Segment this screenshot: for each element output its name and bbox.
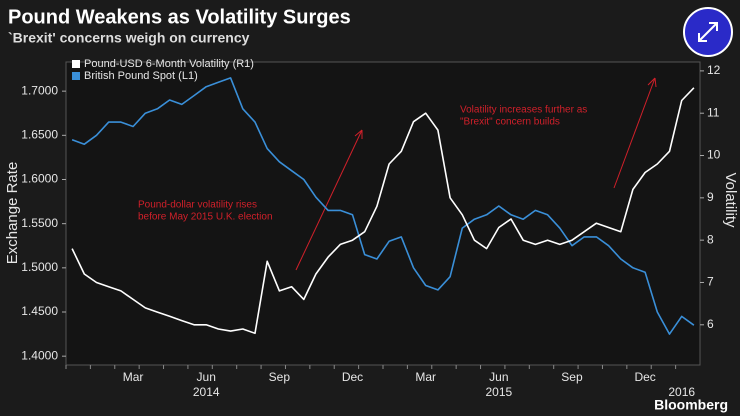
y-tick-label: 1.6000 — [21, 172, 58, 186]
series-line — [71, 77, 695, 335]
legend-swatch — [72, 72, 80, 80]
x-tick-label: Jun — [197, 370, 216, 384]
legend-swatch — [72, 60, 80, 68]
y-tick-label: 1.7000 — [21, 83, 58, 97]
annotation: Pound-dollar volatility rises — [138, 200, 257, 211]
y2-tick-label: 12 — [707, 63, 721, 77]
x-group-label: 2015 — [485, 385, 512, 399]
x-tick-label: Jun — [489, 370, 508, 384]
x-tick-label: Mar — [123, 370, 144, 384]
source: Bloomberg — [654, 397, 728, 413]
expand-icon — [698, 22, 718, 42]
y2-tick-label: 8 — [707, 232, 714, 246]
chart-subtitle: `Brexit' concerns weigh on currency — [8, 30, 250, 46]
y2-tick-label: 6 — [707, 317, 714, 331]
annotation: Volatility increases further as — [460, 105, 587, 116]
legend-label: British Pound Spot (L1) — [84, 70, 198, 82]
y2-tick-label: 7 — [707, 275, 714, 289]
x-tick-label: Mar — [415, 370, 436, 384]
y-axis-label: Exchange Rate — [4, 162, 21, 265]
y-tick-label: 1.5500 — [21, 216, 58, 230]
x-tick-label: Dec — [342, 370, 363, 384]
x-group-label: 2016 — [668, 385, 695, 399]
y-tick-label: 1.4000 — [21, 348, 58, 362]
y-tick-label: 1.5000 — [21, 260, 58, 274]
y2-tick-label: 9 — [707, 190, 714, 204]
series-line — [71, 87, 695, 335]
annotation: "Brexit" concern builds — [460, 117, 560, 128]
annotation-arrow — [295, 129, 363, 271]
y-tick-label: 1.4500 — [21, 304, 58, 318]
chart-title: Pound Weakens as Volatility Surges — [8, 6, 351, 28]
x-group-label: 2014 — [193, 385, 220, 399]
annotation-arrow-head — [647, 77, 657, 88]
annotation: before May 2015 U.K. election — [138, 212, 273, 223]
x-tick-label: Dec — [634, 370, 655, 384]
plot-area — [65, 61, 701, 366]
annotation-arrow — [613, 77, 656, 189]
y2-axis-label: Volatility — [722, 172, 739, 228]
legend-label: Pound-USD 6-Month Volatility (R1) — [84, 58, 254, 70]
x-tick-label: Sep — [269, 370, 291, 384]
annotation-arrow-head — [354, 129, 363, 139]
y-tick-label: 1.6500 — [21, 127, 58, 141]
y2-tick-label: 10 — [707, 148, 721, 162]
y2-tick-label: 11 — [707, 105, 720, 119]
x-tick-label: Sep — [561, 370, 583, 384]
